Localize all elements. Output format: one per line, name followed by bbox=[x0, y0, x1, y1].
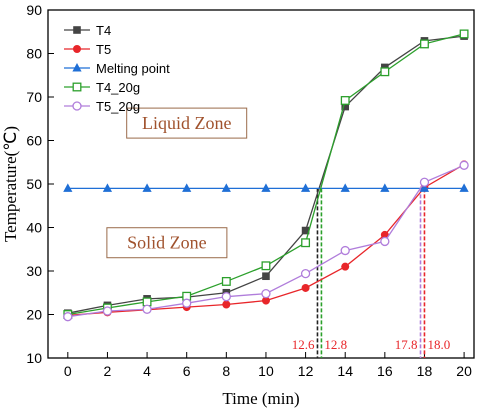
data-point bbox=[261, 288, 271, 299]
data-point bbox=[300, 183, 311, 192]
x-tick-label: 6 bbox=[183, 363, 191, 379]
x-tick-label: 2 bbox=[104, 363, 112, 379]
legend-label: T4_20g bbox=[96, 80, 140, 95]
data-point bbox=[102, 306, 113, 316]
x-tick-label: 8 bbox=[222, 363, 230, 379]
legend-item: T5_20g bbox=[64, 99, 140, 114]
data-point bbox=[340, 96, 350, 105]
legend-label: Melting point bbox=[96, 61, 170, 76]
data-point bbox=[420, 39, 429, 49]
data-point bbox=[341, 262, 350, 271]
x-axis-title: Time (min) bbox=[222, 389, 299, 408]
data-point bbox=[301, 283, 310, 292]
data-point bbox=[221, 183, 231, 192]
data-point bbox=[142, 183, 152, 192]
x-tick-label: 10 bbox=[258, 363, 274, 379]
y-tick-label: 80 bbox=[26, 46, 42, 62]
data-point bbox=[261, 261, 271, 271]
data-point bbox=[459, 160, 469, 170]
data-point bbox=[73, 45, 81, 53]
y-tick-label: 70 bbox=[26, 89, 42, 105]
legend-item: T4_20g bbox=[64, 80, 140, 95]
data-point bbox=[63, 312, 73, 322]
data-point bbox=[341, 102, 350, 111]
data-point bbox=[261, 183, 271, 192]
data-point bbox=[182, 183, 192, 192]
data-point bbox=[380, 183, 390, 192]
x-tick-label: 4 bbox=[143, 363, 151, 379]
marker-value-label: 12.8 bbox=[324, 337, 347, 352]
zone-label: Liquid Zone bbox=[142, 113, 231, 133]
data-point bbox=[262, 272, 270, 281]
marker-value-label: 18.0 bbox=[427, 337, 450, 352]
data-point bbox=[72, 82, 82, 92]
zone-box bbox=[126, 107, 248, 139]
x-tick-label: 14 bbox=[337, 363, 353, 379]
data-point bbox=[72, 101, 82, 111]
legend-item: T5 bbox=[64, 42, 111, 57]
y-tick-label: 50 bbox=[26, 176, 42, 192]
data-point bbox=[340, 183, 350, 192]
data-point bbox=[63, 183, 73, 192]
series-t4-20g bbox=[63, 29, 469, 319]
legend: T4 T5 Melting point T4_20g T5_20g bbox=[64, 23, 170, 114]
data-point bbox=[419, 177, 430, 187]
data-point bbox=[380, 236, 390, 247]
data-point bbox=[419, 183, 430, 192]
y-tick-label: 60 bbox=[26, 133, 42, 149]
data-point bbox=[142, 304, 152, 314]
data-point bbox=[102, 183, 113, 192]
zone-box bbox=[106, 227, 228, 259]
legend-label: T4 bbox=[96, 23, 111, 38]
data-point bbox=[340, 245, 350, 256]
data-point bbox=[142, 297, 152, 307]
marker-value-label: 17.8 bbox=[395, 337, 418, 352]
data-point bbox=[301, 238, 311, 248]
y-tick-label: 10 bbox=[26, 350, 42, 366]
data-point bbox=[182, 298, 192, 308]
series-line bbox=[67, 33, 465, 316]
data-point bbox=[380, 67, 390, 77]
x-tick-label: 16 bbox=[377, 363, 393, 379]
legend-label: T5_20g bbox=[96, 99, 140, 114]
data-point bbox=[300, 268, 311, 279]
y-tick-label: 40 bbox=[26, 220, 42, 236]
series-line bbox=[67, 35, 465, 314]
data-point bbox=[301, 226, 310, 235]
data-point bbox=[459, 29, 469, 39]
data-point bbox=[221, 292, 231, 302]
data-point bbox=[261, 296, 270, 305]
data-point bbox=[380, 230, 389, 239]
y-tick-label: 30 bbox=[26, 263, 42, 279]
series-melting-point bbox=[63, 183, 469, 192]
legend-item: Melting point bbox=[64, 61, 170, 76]
marker-value-label: 12.6 bbox=[292, 337, 315, 352]
data-point bbox=[221, 276, 231, 286]
data-point bbox=[459, 183, 469, 192]
data-point bbox=[73, 26, 81, 34]
y-tick-label: 20 bbox=[26, 307, 42, 323]
series-t5-20g bbox=[63, 160, 469, 322]
x-tick-label: 20 bbox=[456, 363, 472, 379]
legend-label: T5 bbox=[96, 42, 111, 57]
y-tick-label: 90 bbox=[26, 2, 42, 18]
y-axis-title: Temperature(℃) bbox=[1, 126, 20, 242]
zone-label: Solid Zone bbox=[127, 233, 207, 253]
data-point bbox=[222, 300, 231, 309]
data-point bbox=[72, 63, 82, 72]
x-tick-label: 0 bbox=[64, 363, 72, 379]
legend-item: T4 bbox=[64, 23, 111, 38]
x-tick-label: 18 bbox=[417, 363, 433, 379]
x-tick-label: 12 bbox=[298, 363, 314, 379]
